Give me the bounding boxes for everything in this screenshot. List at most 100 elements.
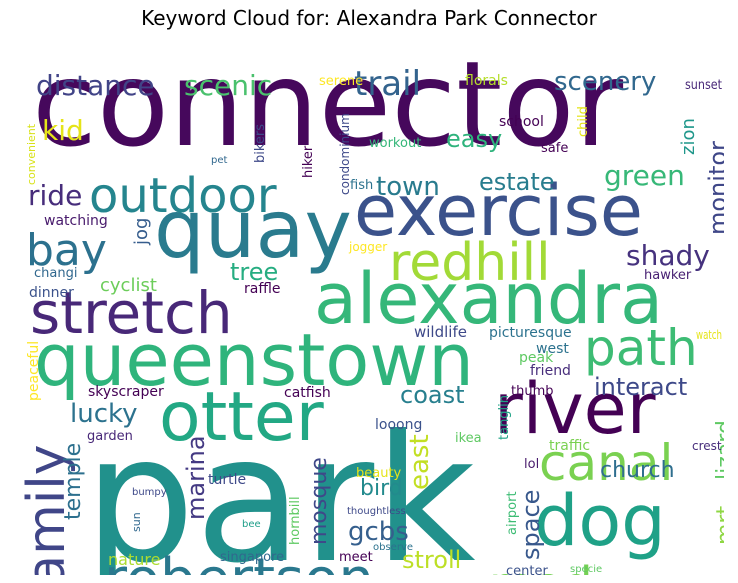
- word-trail: trail: [354, 64, 421, 104]
- word-scenic: scenic: [184, 69, 272, 102]
- word-watching: watching: [44, 213, 108, 229]
- word-bird: bird: [360, 476, 403, 501]
- word-bumpy: bumpy: [132, 487, 167, 498]
- word-mosque: mosque: [307, 457, 332, 545]
- word-peak: peak: [519, 350, 554, 366]
- word-cloud: connector park exercise quay alexandra queens…: [14, 35, 724, 575]
- word-sun: sun: [130, 512, 143, 532]
- word-kid: kid: [42, 114, 84, 147]
- word-interact: interact: [594, 373, 687, 401]
- word-cloud-canvas: connector park exercisequayalexandraqueens…: [17, 35, 724, 576]
- word-outdoor: outdoor: [89, 168, 277, 224]
- word-east: east: [405, 434, 435, 490]
- word-space: space: [517, 490, 545, 560]
- word-tanglin: tanglin: [497, 395, 512, 440]
- word-child: child: [576, 106, 591, 137]
- word-tree: tree: [230, 258, 278, 286]
- word-alexandra: alexandra: [314, 258, 663, 340]
- word-nature: nature: [108, 550, 160, 569]
- word-thumb: thumb: [511, 384, 554, 399]
- word-park: park: [84, 399, 476, 575]
- word-beauty: beauty: [356, 466, 402, 481]
- word-watch: watch: [696, 328, 722, 342]
- word-meet: meet: [339, 550, 373, 565]
- word-scenery: scenery: [554, 67, 656, 97]
- word-picturesque: picturesque: [489, 325, 572, 341]
- word-peaceful: peaceful: [26, 341, 42, 401]
- word-path: path: [584, 319, 698, 377]
- word-canal: canal: [539, 434, 673, 492]
- word-school: school: [499, 114, 544, 130]
- word-mrt: mrt: [713, 506, 724, 545]
- word-ikea: ikea: [455, 431, 482, 446]
- word-lizard: lizard: [713, 420, 724, 480]
- word-church: church: [600, 458, 675, 483]
- word-serene: serene: [319, 74, 363, 89]
- word-bee: bee: [242, 519, 261, 530]
- word-stretch: stretch: [30, 279, 233, 347]
- figure-title: Keyword Cloud for: Alexandra Park Connec…: [141, 6, 597, 30]
- word-monitor: monitor: [704, 141, 724, 235]
- word-queenstown: queenstown: [34, 318, 474, 402]
- word-road: road: [489, 557, 592, 575]
- word-center: center: [506, 564, 548, 575]
- word-bay: bay: [26, 225, 107, 276]
- word-connector: connector: [32, 35, 624, 173]
- word-easy: easy: [446, 125, 502, 153]
- word-west: west: [536, 341, 569, 357]
- word-estate: estate: [479, 168, 555, 196]
- word-shady: shady: [626, 239, 710, 272]
- word-hornbill: hornbill: [288, 496, 303, 545]
- word-lucky: lucky: [70, 399, 138, 429]
- word-convenient: convenient: [25, 123, 38, 185]
- word-bikers: bikers: [253, 124, 268, 163]
- word-exercise: exercise: [354, 170, 643, 252]
- word-ride: ride: [28, 179, 82, 212]
- word-marina: marina: [182, 435, 210, 520]
- word-traffic: traffic: [549, 438, 590, 454]
- word-changi: changi: [34, 266, 77, 281]
- word-robertson: robertson: [104, 547, 374, 575]
- word-town: town: [376, 172, 440, 202]
- word-quay: quay: [154, 183, 352, 276]
- word-singapore: singapore: [220, 550, 284, 565]
- word-temple: temple: [61, 443, 86, 520]
- word-crest: crest: [692, 439, 722, 453]
- word-lol: lol: [524, 457, 539, 472]
- word-specie: specie: [570, 564, 602, 575]
- word-fish: fish: [350, 178, 373, 193]
- word-coast: coast: [400, 381, 465, 409]
- word-otter: otter: [159, 378, 324, 457]
- word-dog: dog: [534, 480, 666, 562]
- word-florals: florals: [465, 73, 508, 89]
- word-green: green: [604, 159, 685, 192]
- word-raffle: raffle: [244, 281, 280, 297]
- word-dinner: dinner: [29, 285, 74, 301]
- word-skyscraper: skyscraper: [88, 384, 164, 400]
- word-catfish: catfish: [284, 385, 331, 401]
- word-safe: safe: [541, 141, 568, 156]
- word-stroll: stroll: [402, 546, 461, 574]
- word-turtle: turtle: [208, 472, 246, 488]
- word-redhill: redhill: [389, 233, 551, 293]
- word-distance: distance: [36, 69, 155, 102]
- word-workout: workout: [369, 136, 421, 151]
- word-airport: airport: [505, 491, 520, 535]
- word-hawker: hawker: [644, 268, 692, 283]
- word-observe: observe: [373, 542, 413, 553]
- word-condominium: condominium: [338, 113, 352, 195]
- word-river: river: [494, 368, 656, 450]
- word-looong: looong: [375, 417, 422, 433]
- word-friend: friend: [530, 363, 571, 379]
- word-thoughtless: thoughtless: [347, 506, 406, 517]
- word-wildlife: wildlife: [414, 323, 467, 341]
- word-pet: pet: [211, 155, 228, 166]
- word-cyclist: cyclist: [100, 275, 157, 296]
- word-jog: jog: [131, 218, 152, 246]
- word-gcbs: gcbs: [348, 517, 409, 547]
- word-zion: zion: [678, 118, 699, 155]
- word-sunset: sunset: [685, 78, 722, 93]
- word-family: family: [17, 445, 77, 576]
- word-garden: garden: [87, 429, 133, 444]
